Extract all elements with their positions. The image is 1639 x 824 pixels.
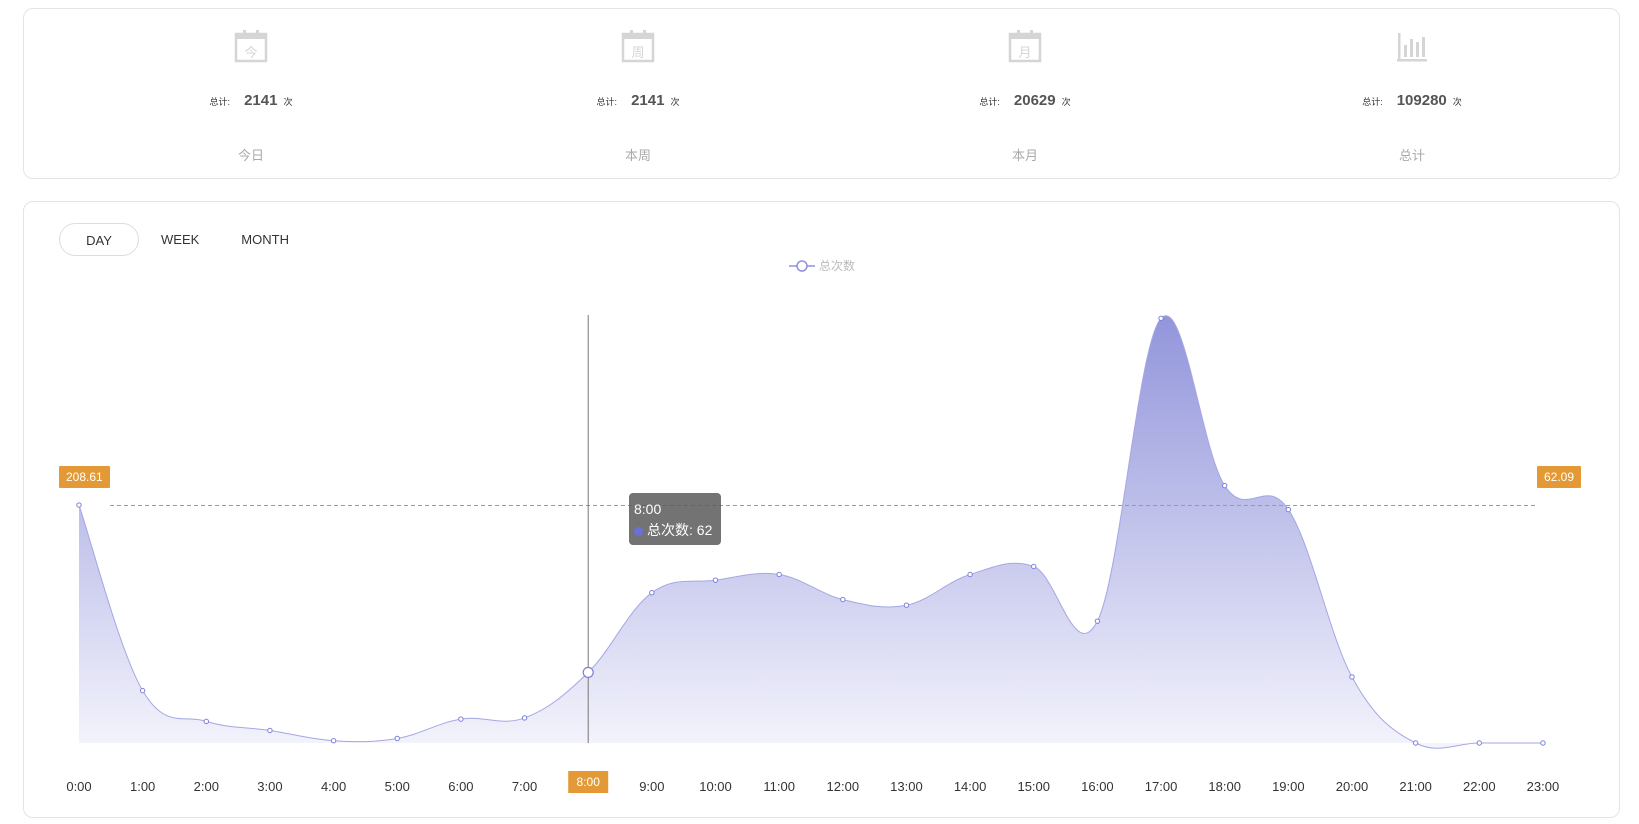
stat-week: 周 总计: 2141 次 本周 (518, 9, 758, 178)
data-point[interactable] (1094, 618, 1101, 624)
x-tick-label: 9:00 (639, 779, 664, 794)
x-tick-label-highlight: 8:00 (577, 775, 601, 789)
data-point[interactable] (649, 589, 655, 596)
stat-unit: 次 (1061, 97, 1071, 107)
data-point[interactable] (903, 602, 910, 608)
data-point[interactable] (582, 666, 594, 679)
bar-chart-icon (1397, 33, 1427, 62)
tooltip-title: 8:00 (634, 501, 662, 517)
x-tick-label: 7:00 (512, 779, 537, 794)
svg-text:今: 今 (244, 45, 257, 61)
data-point[interactable] (458, 716, 464, 722)
stat-caption: 本月 (1011, 148, 1038, 163)
x-tick-label: 4:00 (321, 779, 346, 794)
x-tick-label: 5:00 (385, 779, 410, 794)
data-point[interactable] (330, 738, 337, 744)
x-tick-label: 20:00 (1336, 779, 1369, 794)
series-area (79, 315, 1543, 749)
x-tick-label: 17:00 (1145, 779, 1178, 794)
stat-month: 月 总计: 20629 次 本月 (905, 9, 1145, 178)
data-point[interactable] (776, 571, 782, 578)
data-point[interactable] (267, 727, 273, 734)
x-tick-label: 10:00 (699, 779, 732, 794)
data-point[interactable] (394, 735, 400, 742)
stats-summary-card: 今 总计: 2141 次 今日 周 总计: 2141 次 本周 月 (23, 8, 1620, 179)
data-point[interactable] (967, 571, 973, 578)
x-tick-label: 12:00 (827, 779, 860, 794)
total-label: 总计: (209, 97, 231, 107)
stat-value: 2141 (631, 92, 665, 109)
x-tick-label: 13:00 (890, 779, 923, 794)
x-tick-label: 3:00 (257, 779, 282, 794)
tab-week[interactable]: WEEK (161, 232, 200, 247)
total-label: 总计: (979, 97, 1000, 107)
stat-total-row: 总计: 109280 次 (1362, 92, 1462, 109)
x-tick-label: 18:00 (1208, 779, 1241, 794)
period-tabs: DAY WEEK MONTH (59, 223, 311, 256)
calendar-week-icon: 周 (621, 30, 655, 63)
data-point[interactable] (203, 718, 210, 725)
data-point[interactable] (1540, 740, 1546, 746)
stat-total-row: 总计: 2141 次 (210, 92, 293, 109)
total-label: 总计: (1362, 97, 1383, 107)
x-tick-label: 0:00 (66, 779, 91, 794)
tooltip-series-value: 总次数: 62 (647, 522, 713, 538)
stat-unit: 次 (1452, 97, 1462, 107)
x-tick-label: 23:00 (1527, 779, 1560, 794)
data-point[interactable] (1031, 563, 1037, 570)
tab-month[interactable]: MONTH (241, 232, 289, 247)
x-tick-label: 16:00 (1081, 779, 1114, 794)
x-tick-label: 19:00 (1272, 779, 1305, 794)
svg-text:月: 月 (1018, 46, 1031, 61)
svg-text:周: 周 (631, 46, 644, 61)
legend-label: 总次数 (819, 259, 856, 273)
calendar-today-icon: 今 (234, 30, 268, 63)
data-point[interactable] (1285, 506, 1292, 513)
legend-line-circle-icon (789, 259, 815, 272)
x-tick-label: 22:00 (1463, 779, 1496, 794)
x-tick-label: 6:00 (448, 779, 473, 794)
stat-caption: 总计 (1398, 148, 1425, 163)
data-point[interactable] (521, 715, 528, 721)
data-point[interactable] (840, 596, 846, 603)
stat-total-row: 总计: 2141 次 (597, 92, 680, 109)
chart-tooltip: 8:00 总次数: 62 (629, 493, 721, 545)
stat-caption: 今日 (237, 148, 264, 163)
tooltip-series-dot (634, 527, 643, 536)
x-tick-label: 1:00 (130, 779, 155, 794)
data-point[interactable] (712, 577, 719, 583)
stat-value: 2141 (244, 92, 278, 109)
data-point[interactable] (1412, 740, 1419, 746)
x-tick-label: 2:00 (194, 779, 219, 794)
x-tick-label: 11:00 (763, 779, 795, 794)
x-tick-label: 15:00 (1017, 779, 1050, 794)
data-point[interactable] (1476, 740, 1483, 746)
stat-unit: 次 (283, 97, 293, 107)
stat-total: 总计: 109280 次 总计 (1292, 9, 1532, 178)
tooltip-series-row: 总次数: 62 (634, 520, 716, 541)
markline-left-label: 208.61 (59, 466, 110, 488)
stat-total-row: 总计: 20629 次 (979, 92, 1070, 109)
total-label: 总计: (596, 97, 618, 107)
stat-today: 今 总计: 2141 次 今日 (131, 9, 371, 178)
stat-value: 20629 (1013, 92, 1056, 109)
data-point[interactable] (1222, 482, 1228, 489)
data-point[interactable] (76, 502, 82, 508)
stat-caption: 本周 (624, 148, 651, 163)
x-highlight-tag (568, 771, 609, 793)
x-tick-label: 21:00 (1399, 779, 1432, 794)
stat-unit: 次 (670, 97, 680, 107)
tab-day[interactable]: DAY (59, 223, 139, 256)
stat-value: 109280 (1396, 92, 1447, 109)
data-point[interactable] (139, 687, 146, 694)
data-point[interactable] (1349, 674, 1355, 680)
calendar-month-icon: 月 (1008, 30, 1042, 63)
x-tick-label: 14:00 (954, 779, 987, 794)
chart-legend[interactable]: 总次数 (789, 257, 855, 274)
data-point[interactable] (1158, 315, 1164, 321)
markline-right-label: 62.09 (1537, 466, 1582, 488)
